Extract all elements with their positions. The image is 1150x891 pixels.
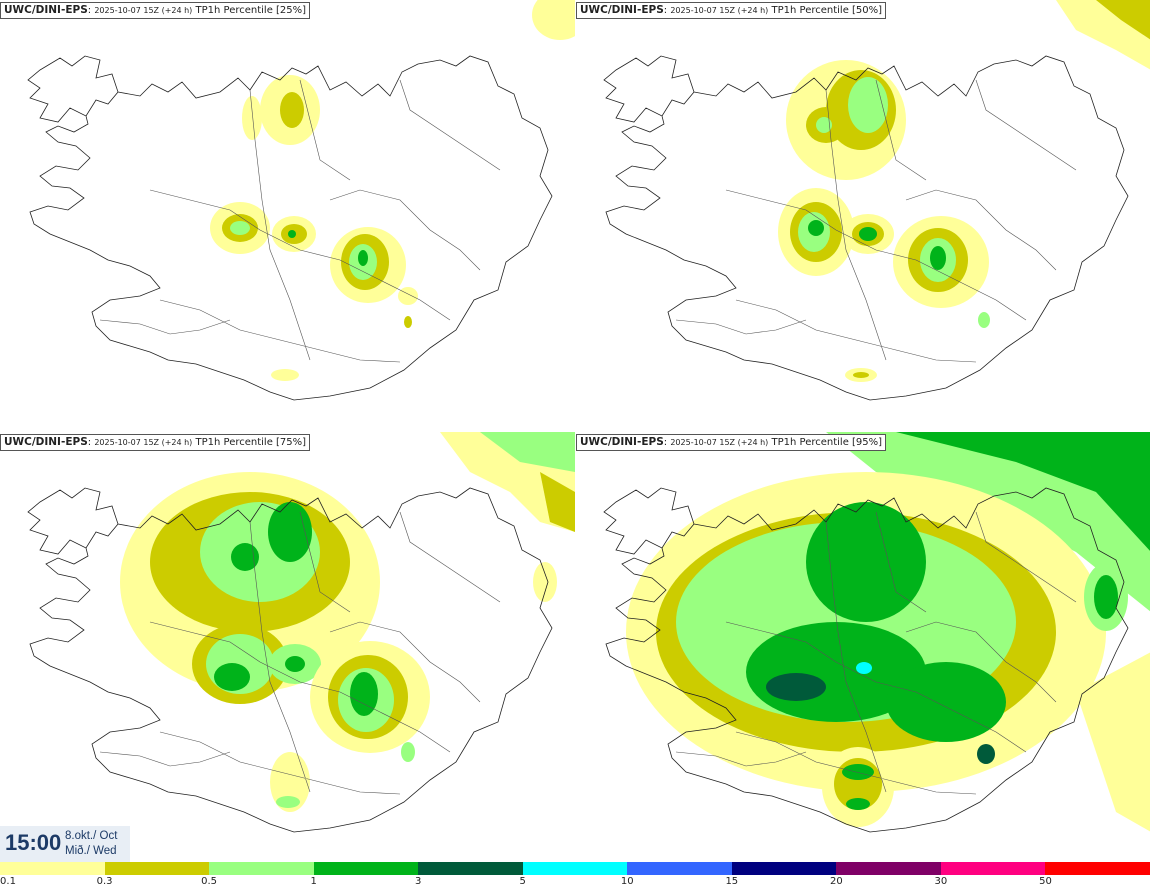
legend-tick-label: 1 bbox=[310, 876, 317, 887]
legend-tick-label: 15 bbox=[725, 876, 739, 887]
legend-swatch bbox=[1045, 862, 1150, 875]
map-panel-p75: UWC/DINI-EPS: 2025-10-07 15Z (+24 h) TP1… bbox=[0, 432, 575, 862]
valid-weekday: Mið./ Wed bbox=[65, 845, 117, 857]
valid-time-box: 15:00 8.okt./ Oct Mið./ Wed bbox=[0, 826, 130, 862]
legend-swatch bbox=[104, 862, 210, 875]
precip-map-p75 bbox=[27, 432, 575, 833]
map-panel-p25: UWC/DINI-EPS: 2025-10-07 15Z (+24 h) TP1… bbox=[0, 0, 575, 430]
valid-time: 15:00 bbox=[5, 830, 62, 855]
precip-map-p50 bbox=[603, 0, 1150, 401]
panel-title-p50: UWC/DINI-EPS: 2025-10-07 15Z (+24 h) TP1… bbox=[576, 2, 887, 19]
legend-swatch bbox=[418, 862, 523, 875]
legend-swatch bbox=[522, 862, 628, 875]
map-panel-p95: UWC/DINI-EPS: 2025-10-07 15Z (+24 h) TP1… bbox=[576, 432, 1150, 862]
precip-map-p25 bbox=[27, 0, 575, 401]
legend-swatch bbox=[0, 862, 105, 875]
legend-tick-label: 10 bbox=[620, 876, 634, 887]
legend-swatch bbox=[209, 862, 314, 875]
panel-title-p25: UWC/DINI-EPS: 2025-10-07 15Z (+24 h) TP1… bbox=[0, 2, 311, 19]
map-panel-p50: UWC/DINI-EPS: 2025-10-07 15Z (+24 h) TP1… bbox=[576, 0, 1150, 430]
legend-tick-label: 20 bbox=[829, 876, 843, 887]
legend-tick-label: 30 bbox=[934, 876, 948, 887]
color-legend-ticks: 0.1 0.3 0.5 1 3 5 10 15 20 30 50 bbox=[0, 876, 1150, 891]
panel-title-p95: UWC/DINI-EPS: 2025-10-07 15Z (+24 h) TP1… bbox=[576, 434, 887, 451]
color-legend-bar bbox=[0, 862, 1150, 875]
legend-tick-label: 3 bbox=[414, 876, 422, 887]
legend-tick-label: 0.5 bbox=[201, 876, 218, 887]
legend-swatch bbox=[940, 862, 1046, 875]
legend-tick-label: 50 bbox=[1039, 876, 1052, 887]
precip-map-p95 bbox=[603, 432, 1150, 833]
panel-title-p75: UWC/DINI-EPS: 2025-10-07 15Z (+24 h) TP1… bbox=[0, 434, 311, 451]
legend-tick-label: 5 bbox=[519, 876, 526, 887]
legend-swatch bbox=[731, 862, 837, 875]
legend-swatch bbox=[836, 862, 941, 875]
legend-swatch bbox=[313, 862, 419, 875]
legend-swatch bbox=[627, 862, 732, 875]
legend-tick-label: 0.1 bbox=[0, 876, 16, 887]
legend-tick-label: 0.3 bbox=[96, 876, 113, 887]
valid-date: 8.okt./ Oct bbox=[65, 830, 118, 842]
